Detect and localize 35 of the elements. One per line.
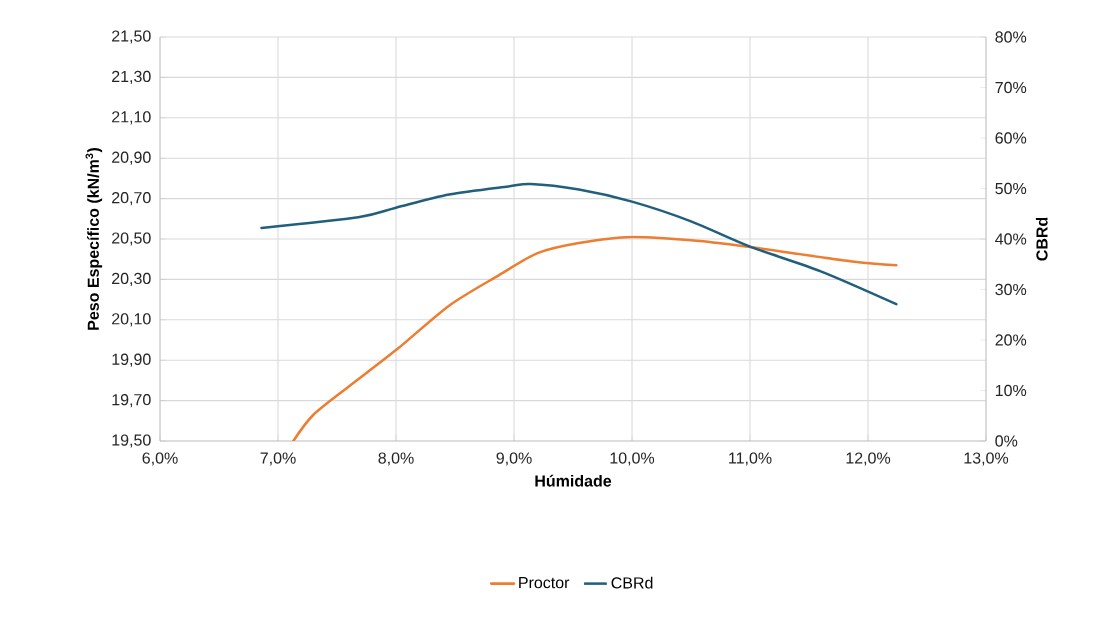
y2-tick-label: 80%	[995, 31, 1027, 43]
y-tick-label: 20,90	[112, 151, 151, 165]
x-tick-label: 13,0%	[964, 452, 1009, 466]
y-tick-label: 20,50	[112, 232, 151, 246]
y2-tick-label: 0%	[995, 435, 1018, 447]
y-tick-label: 19,90	[112, 353, 151, 367]
legend-label: Proctor	[519, 577, 570, 589]
y-tick-label: 19,50	[112, 434, 151, 448]
x-tick-label: 11,0%	[729, 452, 772, 466]
legend-label: CBRd	[611, 576, 653, 589]
y-tick-label: 19,70	[112, 394, 151, 408]
x-tick-label: 7,0%	[260, 452, 296, 466]
y2-axis-title: CBRd	[1035, 217, 1048, 261]
y-tick-label: 21,50	[112, 30, 151, 44]
y2-tick-label: 70%	[995, 81, 1027, 94]
y2-tick-label: 40%	[995, 233, 1027, 245]
x-axis-title: Húmidade	[535, 474, 612, 487]
y-axis-title: Peso Específico (kN/m$^{3}$)	[85, 148, 103, 330]
x-tick-label: 12,0%	[846, 452, 891, 466]
line-series	[260, 182, 898, 306]
y2-tick-label: 60%	[995, 132, 1027, 144]
y2-tick-label: 50%	[995, 182, 1027, 195]
y2-tick-label: 10%	[995, 384, 1027, 397]
y-tick-label: 20,30	[112, 272, 151, 287]
line-series	[292, 235, 898, 441]
y2-tick-label: 20%	[995, 334, 1027, 346]
x-tick-label: 10,0%	[610, 452, 655, 466]
x-tick-label: 8,0%	[378, 452, 414, 466]
x-tick-label: 9,0%	[496, 452, 532, 466]
y-tick-label: 20,10	[112, 313, 151, 327]
y-tick-label: 21,30	[112, 70, 151, 85]
y2-tick-label: 30%	[995, 283, 1027, 296]
x-tick-label: 6,0%	[142, 452, 178, 466]
y-tick-label: 21,10	[112, 111, 151, 125]
y-tick-label: 20,70	[112, 192, 151, 206]
